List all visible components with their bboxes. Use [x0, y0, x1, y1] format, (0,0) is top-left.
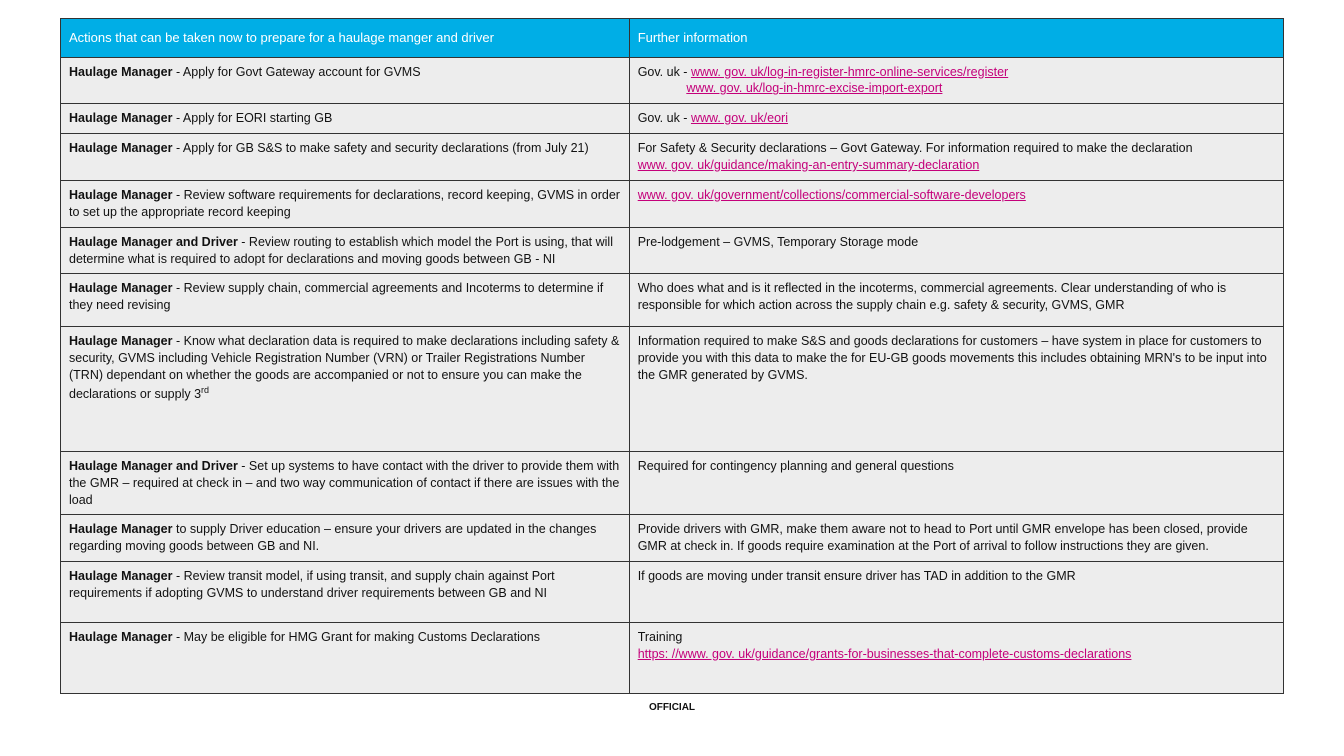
info-text: If goods are moving under transit ensure…	[638, 569, 1076, 583]
info-text: For Safety & Security declarations – Gov…	[638, 141, 1193, 155]
cell-action: Haulage Manager - Apply for Govt Gateway…	[61, 57, 630, 104]
info-text: Information required to make S&S and goo…	[638, 334, 1267, 382]
cell-action: Haulage Manager - Review supply chain, c…	[61, 274, 630, 327]
actions-table: Actions that can be taken now to prepare…	[60, 18, 1284, 694]
cell-info: Gov. uk - www. gov. uk/log-in-register-h…	[629, 57, 1283, 104]
info-link[interactable]: www. gov. uk/eori	[691, 111, 788, 125]
action-text: - Apply for Govt Gateway account for GVM…	[173, 65, 421, 79]
info-link[interactable]: www. gov. uk/government/collections/comm…	[638, 188, 1026, 202]
role-label: Haulage Manager	[69, 65, 173, 79]
info-link[interactable]: www. gov. uk/log-in-register-hmrc-online…	[691, 65, 1008, 79]
cell-action: Haulage Manager and Driver - Set up syst…	[61, 451, 630, 515]
role-label: Haulage Manager	[69, 281, 173, 295]
cell-action: Haulage Manager - Know what declaration …	[61, 327, 630, 452]
table-row: Haulage Manager to supply Driver educati…	[61, 515, 1284, 562]
info-text: Gov. uk -	[638, 65, 691, 79]
cell-info: Required for contingency planning and ge…	[629, 451, 1283, 515]
info-link[interactable]: www. gov. uk/guidance/making-an-entry-su…	[638, 158, 980, 172]
cell-info: Gov. uk - www. gov. uk/eori	[629, 104, 1283, 134]
cell-action: Haulage Manager - May be eligible for HM…	[61, 622, 630, 693]
table-row: Haulage Manager - Apply for GB S&S to ma…	[61, 134, 1284, 181]
table-row: Haulage Manager - Apply for EORI startin…	[61, 104, 1284, 134]
cell-info: Who does what and is it reflected in the…	[629, 274, 1283, 327]
table-row: Haulage Manager - Review supply chain, c…	[61, 274, 1284, 327]
cell-action: Haulage Manager and Driver - Review rout…	[61, 227, 630, 274]
col-header-info: Further information	[629, 19, 1283, 58]
cell-info: Provide drivers with GMR, make them awar…	[629, 515, 1283, 562]
cell-info: Pre-lodgement – GVMS, Temporary Storage …	[629, 227, 1283, 274]
info-text: Pre-lodgement – GVMS, Temporary Storage …	[638, 235, 918, 249]
role-label: Haulage Manager	[69, 522, 173, 536]
info-link[interactable]: www. gov. uk/log-in-hmrc-excise-import-e…	[686, 81, 942, 95]
role-label: Haulage Manager	[69, 630, 173, 644]
cell-info: www. gov. uk/government/collections/comm…	[629, 180, 1283, 227]
table-row: Haulage Manager and Driver - Review rout…	[61, 227, 1284, 274]
info-text: Provide drivers with GMR, make them awar…	[638, 522, 1248, 553]
info-text: Gov. uk -	[638, 111, 691, 125]
action-text: - May be eligible for HMG Grant for maki…	[173, 630, 541, 644]
role-label: Haulage Manager and Driver	[69, 459, 238, 473]
info-text: Required for contingency planning and ge…	[638, 459, 954, 473]
cell-action: Haulage Manager - Apply for EORI startin…	[61, 104, 630, 134]
action-text: - Apply for EORI starting GB	[173, 111, 333, 125]
table-row: Haulage Manager - Review software requir…	[61, 180, 1284, 227]
table-header-row: Actions that can be taken now to prepare…	[61, 19, 1284, 58]
cell-action: Haulage Manager - Apply for GB S&S to ma…	[61, 134, 630, 181]
footer-classification: OFFICIAL	[60, 702, 1284, 713]
table-row: Haulage Manager and Driver - Set up syst…	[61, 451, 1284, 515]
role-label: Haulage Manager	[69, 141, 173, 155]
role-label: Haulage Manager and Driver	[69, 235, 238, 249]
role-label: Haulage Manager	[69, 569, 173, 583]
action-text: - Apply for GB S&S to make safety and se…	[173, 141, 589, 155]
table-row: Haulage Manager - Apply for Govt Gateway…	[61, 57, 1284, 104]
table-row: Haulage Manager - May be eligible for HM…	[61, 622, 1284, 693]
cell-action: Haulage Manager - Review transit model, …	[61, 562, 630, 623]
table-row: Haulage Manager - Review transit model, …	[61, 562, 1284, 623]
cell-info: If goods are moving under transit ensure…	[629, 562, 1283, 623]
table-row: Haulage Manager - Know what declaration …	[61, 327, 1284, 452]
cell-action: Haulage Manager - Review software requir…	[61, 180, 630, 227]
col-header-actions: Actions that can be taken now to prepare…	[61, 19, 630, 58]
cell-info: Training https: //www. gov. uk/guidance/g…	[629, 622, 1283, 693]
cell-info: Information required to make S&S and goo…	[629, 327, 1283, 452]
info-text: Training	[638, 630, 683, 644]
info-text: Who does what and is it reflected in the…	[638, 281, 1226, 312]
cell-action: Haulage Manager to supply Driver educati…	[61, 515, 630, 562]
role-label: Haulage Manager	[69, 111, 173, 125]
cell-info: For Safety & Security declarations – Gov…	[629, 134, 1283, 181]
info-link[interactable]: https: //www. gov. uk/guidance/grants-fo…	[638, 647, 1132, 661]
role-label: Haulage Manager	[69, 188, 173, 202]
role-label: Haulage Manager	[69, 334, 173, 348]
